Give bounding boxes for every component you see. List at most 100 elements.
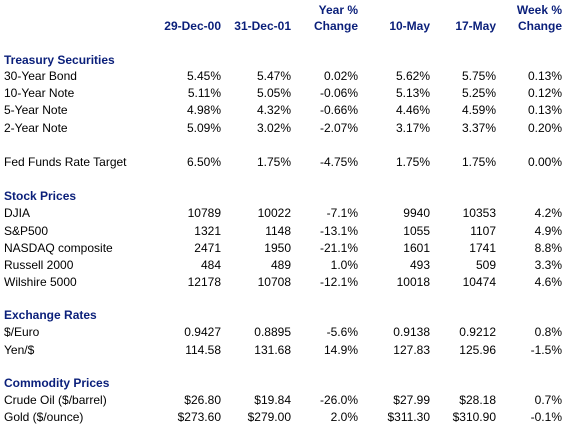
row-value-col1: 12178 (187, 275, 221, 289)
column-header-6-line1: Week % (516, 3, 562, 17)
row-label: Gold ($/ounce) (4, 410, 84, 424)
row-label: Russell 2000 (4, 258, 74, 272)
row-label: DJIA (4, 206, 31, 220)
row-value-col2: $19.84 (254, 393, 291, 407)
row-value-col4: 493 (409, 258, 430, 272)
row-value-col4: 1055 (403, 224, 430, 238)
column-header-6-line2: Change (517, 19, 562, 33)
row-value-col1: 114.58 (185, 343, 221, 357)
row-value-col4: 5.13% (395, 86, 430, 100)
row-value-col2: 5.47% (256, 69, 291, 83)
row-value-col3: -7.1% (326, 206, 358, 220)
column-header-4-line2: 10-May (389, 19, 430, 33)
row-value-col2: 5.05% (256, 86, 291, 100)
row-value-col6: -0.1% (530, 410, 562, 424)
row-value-col3: -0.66% (319, 103, 358, 117)
row-value-col1: 5.09% (186, 121, 221, 135)
row-value-col3: 2.0% (330, 410, 358, 424)
row-value-col6: 0.20% (527, 121, 562, 135)
row-value-col5: 10353 (462, 206, 496, 220)
row-value-col5: $28.18 (459, 393, 496, 407)
row-value-col1: 4.98% (186, 103, 221, 117)
column-header-5-line2: 17-May (455, 19, 496, 33)
row-value-col4: 3.17% (395, 121, 430, 135)
column-header-2-line2: 31-Dec-01 (234, 19, 291, 33)
row-value-col4: 1601 (403, 241, 430, 255)
row-value-col2: 489 (270, 258, 291, 272)
row-label: Wilshire 5000 (4, 275, 77, 289)
row-value-col1: 5.45% (186, 69, 221, 83)
row-value-col4: 127.83 (393, 343, 430, 357)
row-value-col4: 9940 (403, 206, 430, 220)
row-value-col2: 1.75% (256, 155, 291, 169)
row-value-col1: $26.80 (184, 393, 221, 407)
row-value-col3: -13.1% (319, 224, 358, 238)
row-label: 5-Year Note (4, 103, 68, 117)
row-value-col3: -2.07% (319, 121, 358, 135)
row-label: S&P500 (4, 224, 49, 238)
row-value-col6: 0.12% (527, 86, 562, 100)
section-title: Treasury Securities (4, 53, 115, 67)
row-value-col1: $273.60 (177, 410, 221, 424)
row-label: $/Euro (4, 325, 40, 339)
row-value-col3: 14.9% (323, 343, 358, 357)
row-value-col6: 0.8% (534, 325, 562, 339)
row-value-col5: 3.37% (461, 121, 496, 135)
row-value-col3: -21.1% (319, 241, 358, 255)
row-value-col5: 509 (475, 258, 496, 272)
section-title: Commodity Prices (4, 376, 110, 390)
row-value-col2: 10708 (257, 275, 291, 289)
column-header-3-line1: Year % (318, 3, 358, 17)
row-label: 10-Year Note (4, 86, 75, 100)
row-value-col1: 6.50% (186, 155, 221, 169)
row-label: 2-Year Note (4, 121, 68, 135)
row-value-col4: 4.46% (395, 103, 430, 117)
row-value-col2: 1148 (265, 224, 291, 238)
row-value-col2: 0.8895 (254, 325, 291, 339)
row-value-col5: 10474 (462, 275, 496, 289)
row-value-col4: $27.99 (393, 393, 430, 407)
section-title: Stock Prices (4, 189, 77, 203)
row-value-col5: 5.25% (461, 86, 496, 100)
row-value-col2: $279.00 (247, 410, 291, 424)
row-value-col6: 0.13% (527, 103, 562, 117)
row-value-col4: 0.9138 (393, 325, 430, 339)
row-value-col1: 484 (200, 258, 221, 272)
row-value-col2: 131.68 (254, 343, 291, 357)
row-label: 30-Year Bond (4, 69, 77, 83)
row-value-col4: $311.30 (387, 410, 431, 424)
row-value-col6: 4.9% (534, 224, 562, 238)
row-label: Yen/$ (4, 343, 35, 357)
column-header-1-line2: 29-Dec-00 (164, 19, 221, 33)
row-value-col3: -26.0% (319, 393, 358, 407)
row-value-col6: 4.2% (534, 206, 562, 220)
row-value-col3: -4.75% (319, 155, 358, 169)
row-value-col5: 1.75% (461, 155, 496, 169)
row-value-col2: 4.32% (256, 103, 291, 117)
row-value-col3: -12.1% (319, 275, 358, 289)
row-value-col6: 0.00% (527, 155, 562, 169)
row-value-col2: 3.02% (256, 121, 291, 135)
row-value-col5: 1107 (470, 224, 496, 238)
row-value-col6: 4.6% (534, 275, 562, 289)
row-label: NASDAQ composite (4, 241, 113, 255)
row-value-col6: 0.13% (527, 69, 562, 83)
row-value-col3: -0.06% (319, 86, 358, 100)
row-value-col1: 5.11% (187, 86, 221, 100)
row-value-col3: 1.0% (330, 258, 358, 272)
row-value-col1: 0.9427 (184, 325, 221, 339)
row-value-col1: 2471 (194, 241, 221, 255)
row-value-col5: 5.75% (461, 69, 496, 83)
row-value-col6: 0.7% (534, 393, 562, 407)
row-value-col4: 5.62% (395, 69, 430, 83)
row-value-col5: 1741 (469, 241, 496, 255)
row-value-col4: 10018 (396, 275, 430, 289)
row-value-col6: 8.8% (534, 241, 562, 255)
column-header-3-line2: Change (313, 19, 358, 33)
row-value-col5: 4.59% (461, 103, 496, 117)
row-value-col4: 1.75% (395, 155, 430, 169)
row-value-col6: -1.5% (530, 343, 562, 357)
row-value-col1: 10789 (187, 206, 221, 220)
row-value-col5: 0.9212 (459, 325, 496, 339)
